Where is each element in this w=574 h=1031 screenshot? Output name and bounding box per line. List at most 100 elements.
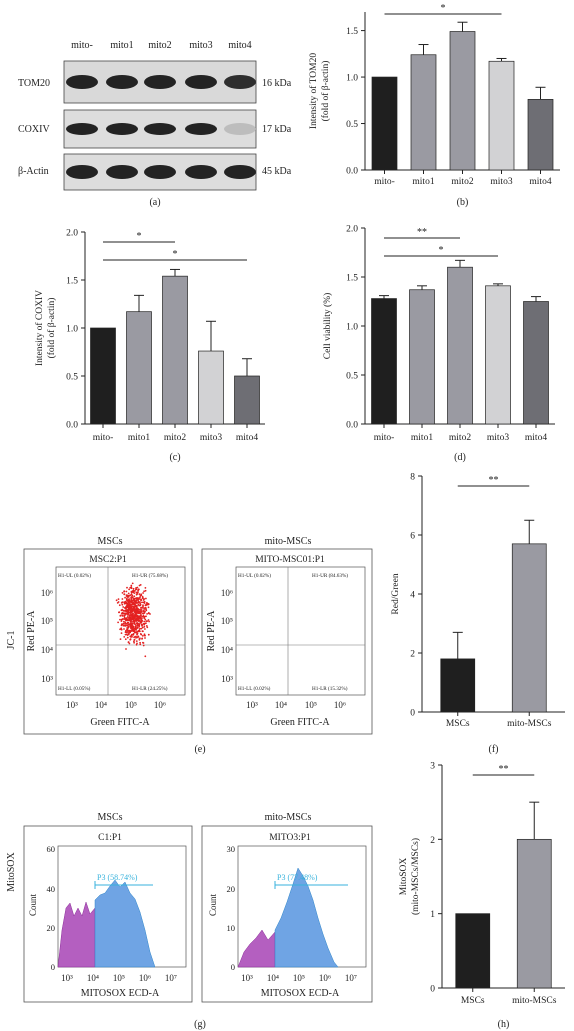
flow-event-dot xyxy=(124,631,127,633)
flow-event-dot xyxy=(131,611,133,613)
flow-event-dot xyxy=(127,623,130,626)
bar-b-mito- xyxy=(371,76,398,171)
flow-event-dot xyxy=(133,636,136,639)
blot-band-actin-lane-1 xyxy=(66,165,98,179)
flow-event-dot xyxy=(136,631,138,633)
flow-event-dot xyxy=(125,590,128,593)
lane-label-mito2: mito2 xyxy=(148,40,171,51)
flow-event-dot xyxy=(143,633,146,636)
hist-ylabel-mscs: Count xyxy=(28,894,38,917)
blot-band-actin-lane-2 xyxy=(106,165,138,179)
blot-band-actin-lane-4 xyxy=(185,165,217,179)
quadrant-ll-mito-mscs: H1-LL (0.02%) xyxy=(238,685,271,692)
flow-event-dot xyxy=(133,622,136,625)
flow-event-dot xyxy=(121,623,124,626)
flow-event-dot xyxy=(142,630,144,633)
quadrant-lr-mscs: H1-LR (24.25%) xyxy=(132,685,168,692)
flow-event-dot xyxy=(132,625,135,628)
flow-event-dot xyxy=(131,624,133,626)
blot-row-label-actin: β-Actin xyxy=(18,166,49,177)
category-label-c: mito1 xyxy=(128,433,150,443)
flow-event-dot xyxy=(120,624,123,627)
flow-event-dot xyxy=(124,633,127,636)
ylabel-f: Red/Green xyxy=(391,573,401,614)
ytick-label-f: 8 xyxy=(410,473,415,483)
flow-event-dot xyxy=(122,624,125,627)
flow-event-dot xyxy=(130,584,133,587)
hist-ytick-mito-3: 10 xyxy=(227,923,236,933)
flow-event-dot xyxy=(142,612,145,615)
flow-event-dot xyxy=(123,601,125,604)
flow-xtick-mscs-2: 10⁴ xyxy=(95,700,107,710)
western-blot-panel: mito- mito1 mito2 mito3 mito4 TOM20 16 k… xyxy=(18,40,292,208)
ytick-label-f: 0 xyxy=(410,709,415,719)
flow-event-dot xyxy=(137,610,140,612)
blot-row-label-coxiv: COXIV xyxy=(18,124,50,135)
hist-gate-label-mscs: P3 (58.74%) xyxy=(97,873,138,882)
flow-event-dot xyxy=(143,602,146,604)
flow-event-dot xyxy=(131,582,134,585)
ylabel-b: (fold of β-actin) xyxy=(320,61,331,122)
flow-event-dot xyxy=(134,600,137,603)
hist-ytick-mscs-2: 40 xyxy=(47,884,56,894)
flow-event-dot xyxy=(136,612,139,615)
category-label-b: mito1 xyxy=(412,177,434,187)
flow-ytick-mscs-3: 10⁴ xyxy=(41,645,53,655)
flow-event-dot xyxy=(127,612,130,614)
flow-event-dot xyxy=(120,632,123,634)
significance-mark-c: * xyxy=(137,231,142,242)
panel-label-b: (b) xyxy=(457,197,469,208)
quadrant-ul-mito-mscs: H1-UL (0.02%) xyxy=(238,572,271,579)
flow-event-dot xyxy=(128,603,131,606)
flow-event-dot xyxy=(129,619,132,621)
flow-event-dot xyxy=(138,615,141,618)
flow-event-dot xyxy=(135,640,138,642)
flow-header-mscs: MSCs xyxy=(97,536,122,547)
flow-event-dot xyxy=(126,597,128,600)
blot-band-coxiv-lane-2 xyxy=(106,123,138,135)
flow-event-dot xyxy=(136,604,138,607)
panel-label-e: (e) xyxy=(194,744,205,755)
chart-f: 0 2 4 6 8 MSCs mito-MSCs ** Red/Green (f) xyxy=(391,473,565,755)
flow-event-dot xyxy=(122,618,125,620)
flow-event-dot xyxy=(124,596,126,599)
flow-event-dot xyxy=(147,606,150,609)
ytick-label-b: 0.0 xyxy=(346,167,358,177)
flow-event-dot xyxy=(130,593,133,596)
flow-event-dot xyxy=(129,607,132,610)
flow-event-dot xyxy=(140,609,143,611)
ytick-label-c: 2.0 xyxy=(66,229,78,239)
blot-band-tom20-lane-5 xyxy=(224,75,256,89)
hist-title-mscs: C1:P1 xyxy=(98,833,122,843)
flow-xlabel-mscs: Green FITC-A xyxy=(90,717,150,728)
quadrant-ur-mito-mscs: H1-UR (84.63%) xyxy=(312,572,348,579)
hist-ytick-mscs-3: 20 xyxy=(47,923,56,933)
flow-ylabel-mito-mscs: Red PE-A xyxy=(206,610,217,652)
flow-event-dot xyxy=(124,607,127,610)
blot-kda-coxiv: 17 kDa xyxy=(262,124,292,135)
blot-bands-actin xyxy=(66,165,256,179)
hist-fill-gated-mscs xyxy=(94,879,156,968)
flow-event-dot xyxy=(126,614,129,616)
flow-event-dot xyxy=(124,600,127,603)
bar-c-mito3 xyxy=(198,350,224,425)
hist-ytick-mito-2: 20 xyxy=(227,884,236,894)
significance-mark-f: ** xyxy=(489,475,499,486)
flow-plot-area-mscs xyxy=(55,566,186,696)
ytick-label-d: 1.0 xyxy=(346,323,358,333)
flow-event-dot xyxy=(143,590,146,593)
panel-label-c: (c) xyxy=(169,452,180,463)
flow-event-dot xyxy=(146,626,149,629)
flow-event-dot xyxy=(126,636,129,639)
flow-event-dot xyxy=(119,618,121,621)
jc1-side-label: JC-1 xyxy=(6,631,17,650)
ylabel-h: (mito-MSCs/MSCs) xyxy=(410,838,421,915)
hist-xtick-mscs-5: 10⁷ xyxy=(165,973,177,983)
blot-bands-coxiv xyxy=(66,123,256,135)
flow-event-dot xyxy=(132,587,135,590)
flow-event-dot xyxy=(134,590,136,592)
flow-ytick-mscs-4: 10³ xyxy=(41,674,53,684)
flow-event-dot xyxy=(127,641,130,643)
hist-xtick-mscs-3: 10⁵ xyxy=(113,973,125,983)
flow-event-dot xyxy=(139,616,142,619)
